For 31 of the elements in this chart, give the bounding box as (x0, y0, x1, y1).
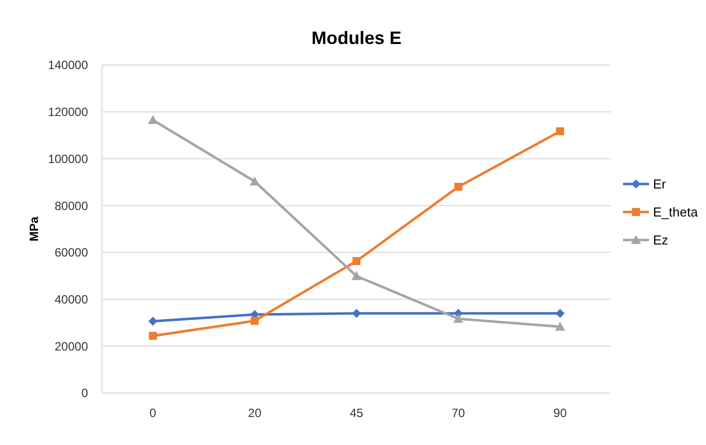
y-tick-label: 140000 (48, 58, 88, 72)
point (454, 182, 462, 191)
point (352, 308, 361, 318)
y-tick-label: 80000 (54, 198, 88, 213)
point (556, 308, 565, 318)
y-axis-title: MPa (27, 216, 41, 242)
point (352, 257, 360, 266)
point (148, 332, 157, 340)
y-tick-label: 20000 (54, 339, 88, 354)
point (250, 176, 260, 186)
x-tick-label: 45 (350, 406, 364, 420)
legend-label: Ez (653, 232, 668, 248)
point (250, 316, 259, 325)
legend-label: E_theta (653, 204, 699, 220)
point (352, 271, 362, 280)
point (556, 127, 564, 136)
chart-title: Modules E (311, 28, 402, 48)
x-tick-label: 0 (150, 406, 157, 420)
point (148, 316, 158, 326)
point (555, 322, 566, 331)
y-tick-label: 120000 (48, 105, 88, 120)
x-tick-label: 90 (553, 406, 568, 420)
x-tick-label: 20 (248, 406, 262, 420)
y-tick-label: 40000 (54, 292, 88, 306)
y-tick-label: 100000 (48, 152, 88, 166)
legend-label: Er (653, 176, 667, 192)
y-tick-label: 0 (81, 386, 88, 400)
x-tick-label: 70 (452, 406, 466, 420)
point (453, 314, 464, 323)
y-tick-label: 60000 (54, 246, 88, 260)
point (148, 115, 158, 124)
